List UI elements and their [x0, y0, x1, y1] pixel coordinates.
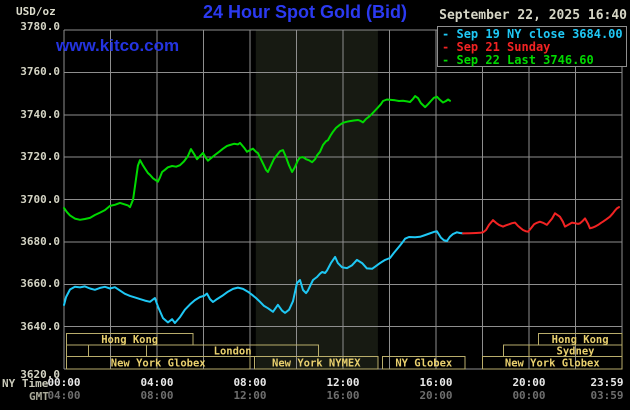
x-tick-label: 20:00 [419, 389, 453, 402]
session-label: Hong Kong [552, 334, 609, 346]
legend-label-sep21: Sep 21 Sunday [456, 40, 551, 54]
session-box [482, 356, 623, 370]
page-title: 24 Hour Spot Gold (Bid) [203, 2, 407, 22]
session-label: Sydney [557, 345, 596, 357]
y-tick-label: 3620.0 [20, 368, 60, 381]
x-tick-label: 08:00 [140, 389, 174, 402]
session-label: New York Globex [505, 357, 601, 369]
y-tick-label: 3760.0 [20, 65, 60, 78]
session-box [502, 344, 530, 357]
y-tick-label: 3700.0 [20, 193, 60, 206]
legend-marker-sep22: - [442, 53, 450, 67]
legend-item-sep22: - Sep 22 Last 3746.60 [442, 54, 626, 67]
series-line-0 [63, 230, 464, 324]
x-tick-label: 23:59 [590, 376, 624, 389]
legend-label-sep22: Sep 22 Last 3746.60 [456, 53, 594, 67]
x-tick-label: 04:00 [140, 376, 174, 389]
session-label: New York NYMEX [272, 357, 361, 369]
series-line-2 [63, 95, 451, 221]
session-box [254, 356, 379, 370]
x-tick-label: 00:00 [512, 389, 546, 402]
legend-label-sep19: Sep 19 NY close 3684.00 [456, 27, 623, 41]
session-label: Hong Kong [101, 334, 158, 346]
x-tick-label: 12:00 [326, 376, 360, 389]
session-label: London [214, 345, 252, 357]
datetime-label: September 22, 2025 16:40 [439, 8, 627, 23]
session-box [65, 356, 251, 370]
y-tick-label: 3780.0 [20, 20, 60, 33]
session-box [382, 356, 466, 370]
x-tick-label: 16:00 [419, 376, 453, 389]
legend-marker-sep19: - [442, 27, 450, 41]
legend-marker-sep21: - [442, 40, 450, 54]
y-tick-label: 3740.0 [20, 108, 60, 121]
ny-time-axis-label: NY Time [2, 377, 49, 390]
session-box [87, 344, 147, 357]
y-tick-label: 3660.0 [20, 277, 60, 290]
legend-item-sep21: - Sep 21 Sunday [442, 41, 626, 54]
x-tick-label: 08:00 [233, 376, 267, 389]
x-tick-label: 12:00 [233, 389, 267, 402]
x-tick-label: 04:00 [47, 389, 81, 402]
kitco-watermark-link: www.kitco.com [56, 36, 180, 55]
x-tick-label: 20:00 [512, 376, 546, 389]
x-tick-label: 00:00 [47, 376, 81, 389]
y-tick-label: 3640.0 [20, 320, 60, 333]
y-axis-units-label: USD/oz [16, 5, 56, 18]
gmt-axis-label: GMT [29, 390, 49, 403]
y-tick-label: 3720.0 [20, 150, 60, 163]
x-tick-label: 03:59 [590, 389, 624, 402]
session-label: New York Globex [111, 357, 207, 369]
y-tick-label: 3680.0 [20, 235, 60, 248]
legend-item-sep19: - Sep 19 NY close 3684.00 [442, 28, 626, 41]
x-tick-label: 16:00 [326, 389, 360, 402]
session-box [65, 344, 89, 357]
series-line-1 [462, 206, 620, 235]
legend-box: - Sep 19 NY close 3684.00 - Sep 21 Sunda… [437, 26, 627, 67]
session-label: NY Globex [395, 357, 453, 369]
